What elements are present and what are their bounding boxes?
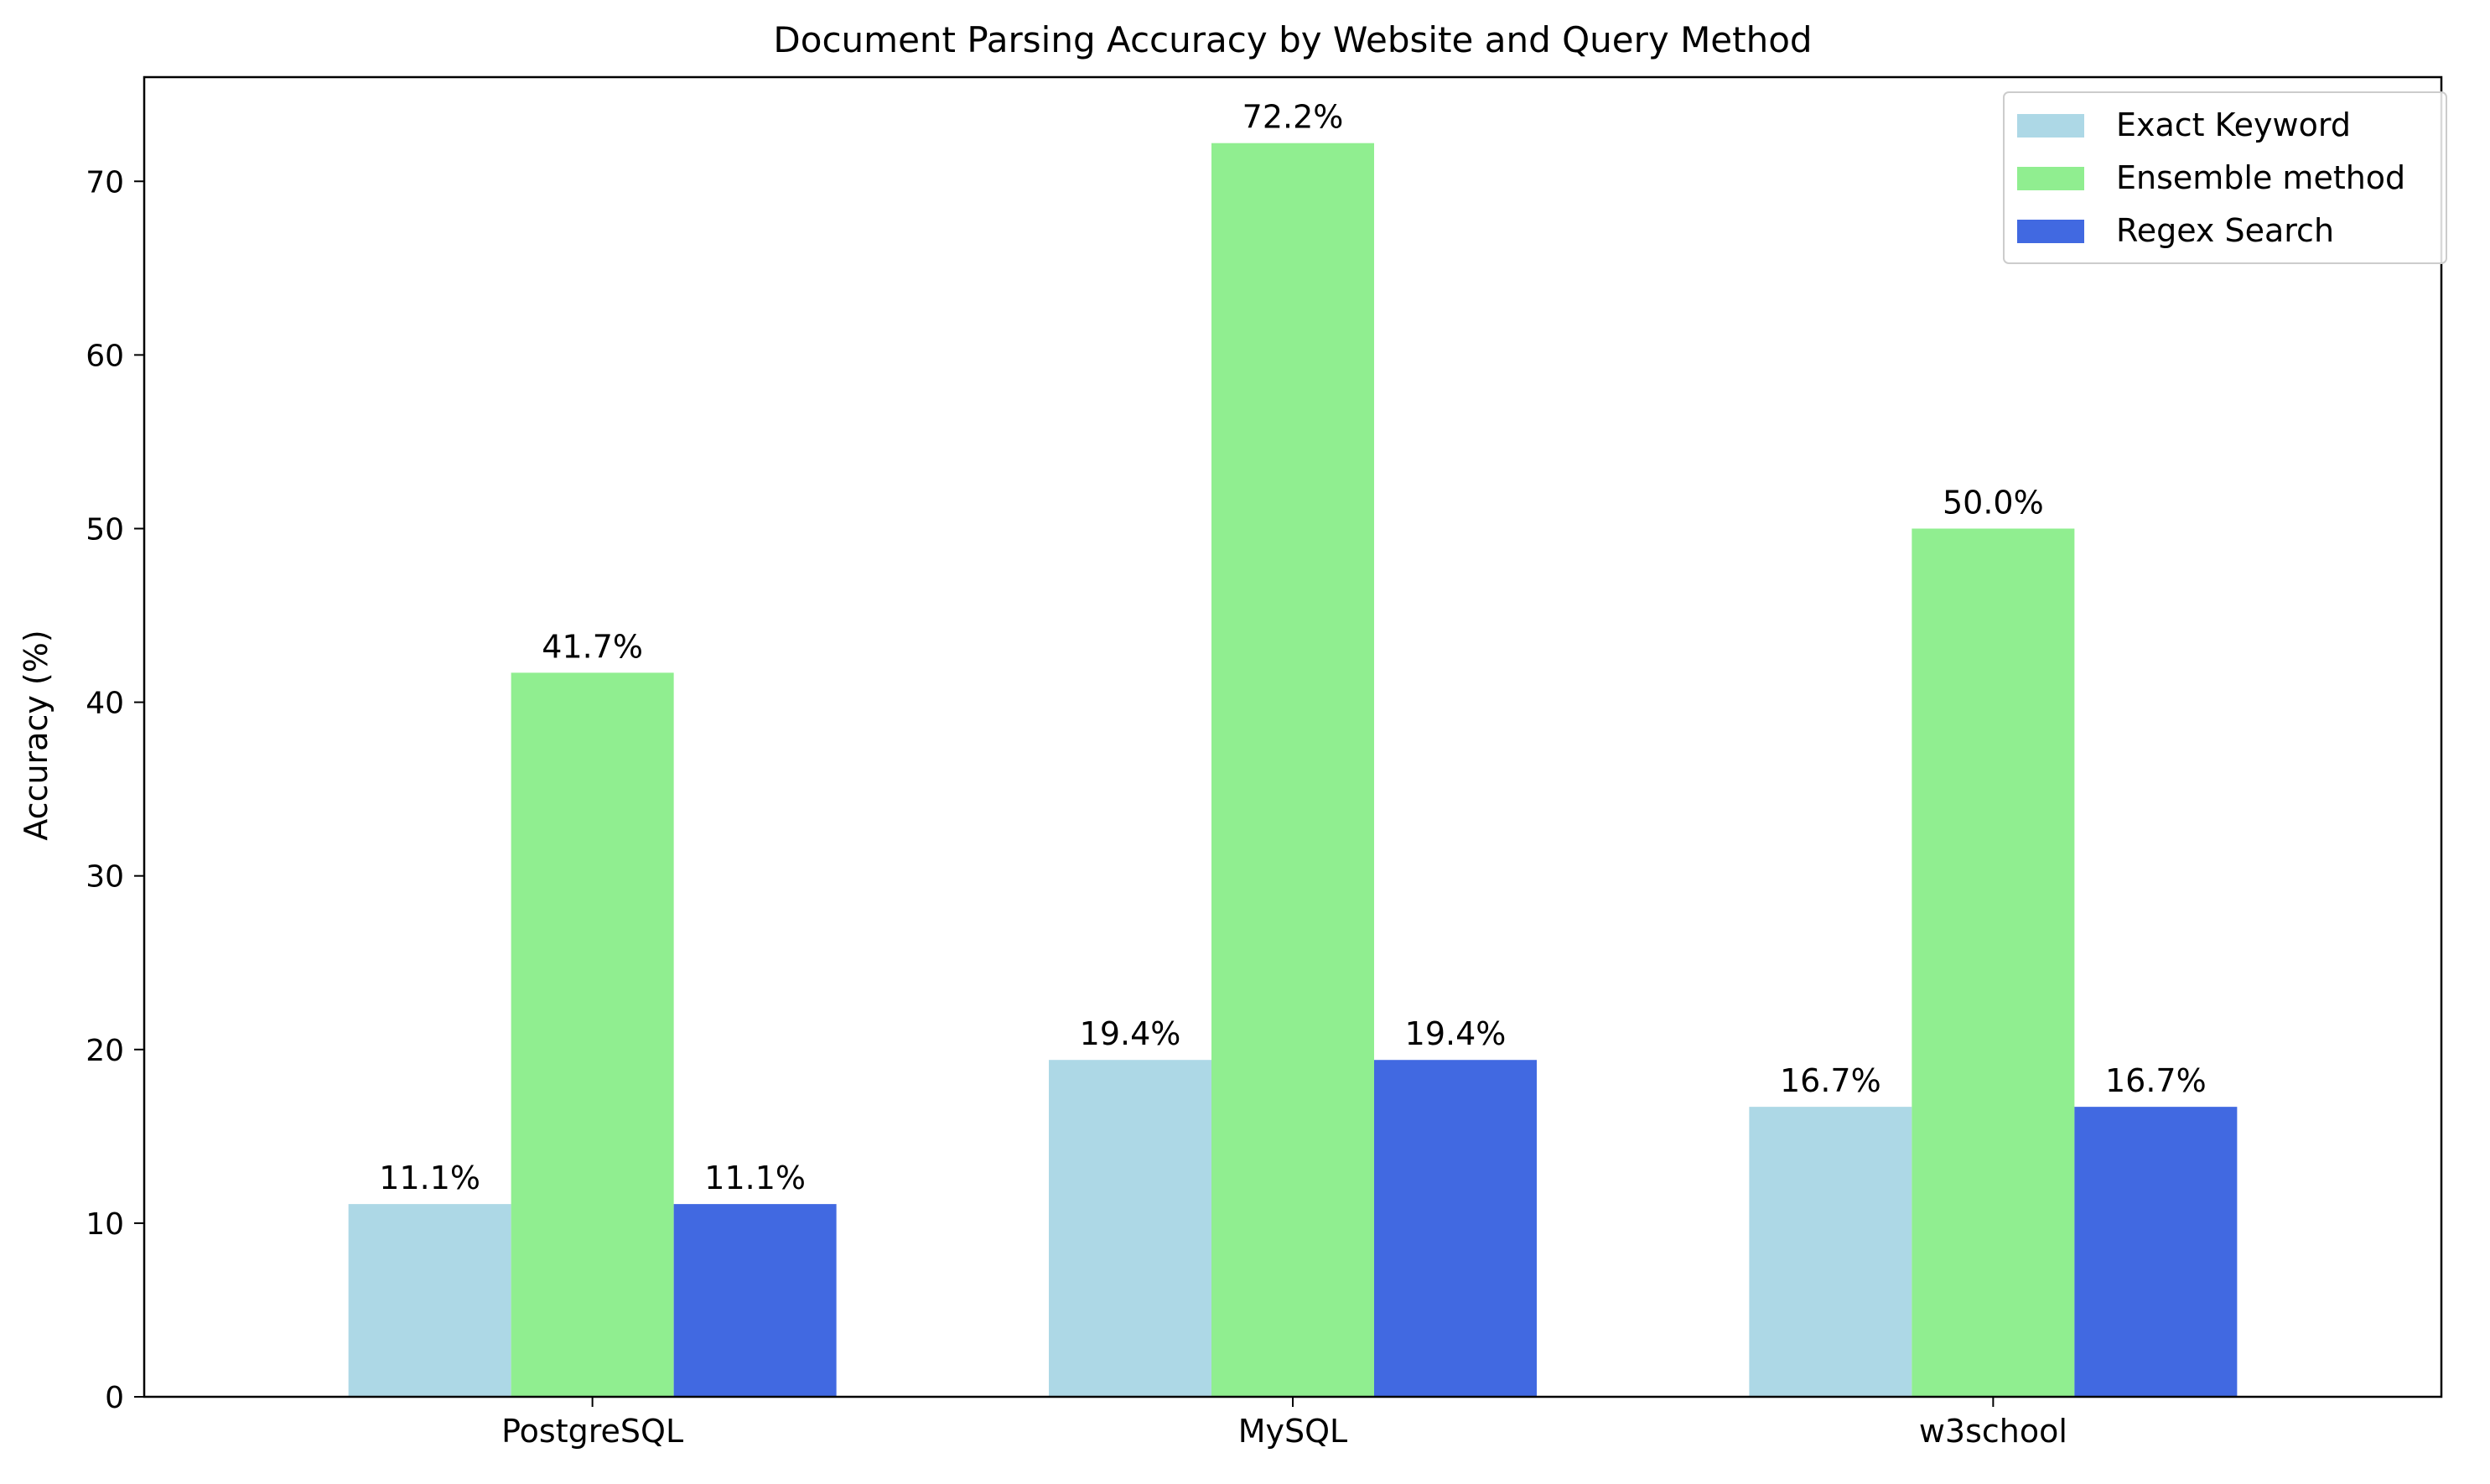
data-label: 11.1% [704,1160,806,1196]
legend-swatch [2017,114,2084,138]
value-labels-layer: 11.1% 41.7% 11.1% 19.4% 72.2% 19.4% 16.7% 50.0%… [379,99,2206,1196]
bar-regex-search-mysql [1374,1060,1537,1397]
x-tick-label: w3school [1919,1413,2067,1450]
legend-swatch [2017,220,2084,243]
legend-label: Exact Keyword [2116,106,2351,143]
y-tick-label: 60 [86,339,124,373]
y-tick-label: 50 [86,512,124,547]
y-axis-label: Accuracy (%) [18,630,54,840]
x-tick-label: PostgreSQL [501,1413,683,1450]
y-tick-label: 10 [86,1207,124,1242]
y-tick-label: 40 [86,687,124,721]
axes-layer: 0 10 20 30 40 50 60 70 PostgreSQL MySQL w3school [86,75,2443,1450]
bar-exact-keyword-postgresql [348,1204,511,1397]
y-tick-label: 30 [86,860,124,895]
chart-title: Document Parsing Accuracy by Website and… [773,19,1812,60]
y-tick-label: 70 [86,165,124,200]
legend-swatch [2017,167,2084,190]
data-label: 16.7% [1780,1062,1881,1099]
y-tick-label: 0 [105,1381,124,1415]
x-tick-label: MySQL [1238,1413,1347,1450]
bar-regex-search-w3school [2074,1107,2238,1397]
data-label: 19.4% [1405,1015,1507,1052]
legend-label: Ensemble method [2116,159,2405,196]
y-tick-label: 20 [86,1034,124,1068]
bar-ensemble-method-w3school [1912,528,2075,1398]
plot-frame [143,75,2443,1398]
legend-box [2003,91,2447,264]
data-label: 19.4% [1080,1015,1181,1052]
data-label: 41.7% [542,628,643,665]
bar-regex-search-postgresql [673,1204,837,1397]
data-label: 11.1% [379,1160,480,1196]
bar-exact-keyword-w3school [1749,1107,1912,1397]
legend-label: Regex Search [2116,212,2334,249]
bars-layer [348,143,2238,1398]
chart-legend: Exact Keyword Ensemble method Regex Search [2003,91,2447,264]
data-label: 16.7% [2105,1062,2207,1099]
bar-exact-keyword-mysql [1049,1060,1211,1397]
bar-ensemble-method-mysql [1211,143,1374,1398]
bar-ensemble-method-postgresql [511,672,674,1397]
data-label: 72.2% [1242,99,1344,136]
data-label: 50.0% [1943,484,2044,521]
